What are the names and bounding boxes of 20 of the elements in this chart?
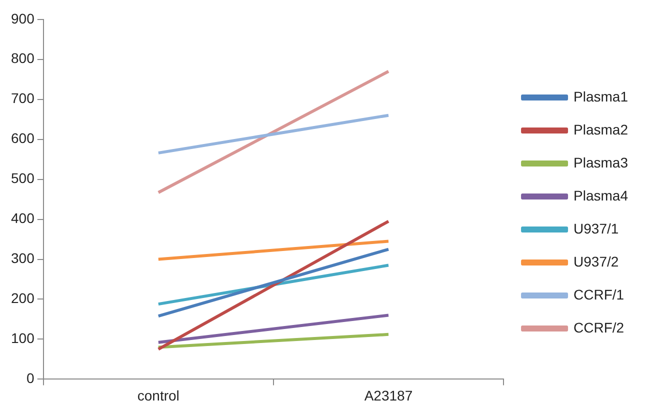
x-tick-label: A23187 xyxy=(364,387,413,404)
legend-label: Plasma3 xyxy=(574,154,628,170)
legend-label: Plasma2 xyxy=(574,121,628,138)
x-tick-label: control xyxy=(137,387,180,404)
y-tick-label: 800 xyxy=(11,50,35,66)
y-tick-label: 300 xyxy=(11,250,35,266)
y-tick-label: 700 xyxy=(11,90,35,106)
legend-label: Plasma4 xyxy=(574,187,628,204)
y-tick-label: 100 xyxy=(11,330,35,346)
legend-label: U937/2 xyxy=(574,253,619,270)
legend-label: CCRF/2 xyxy=(574,319,624,336)
y-tick-label: 900 xyxy=(11,10,35,26)
y-tick-label: 0 xyxy=(26,370,35,386)
legend-label: U937/1 xyxy=(574,220,619,236)
legend-label: CCRF/1 xyxy=(574,286,624,302)
y-tick-label: 600 xyxy=(11,130,35,146)
y-tick-label: 200 xyxy=(11,290,35,306)
legend-label: Plasma1 xyxy=(574,88,628,104)
y-tick-label: 400 xyxy=(11,210,35,226)
y-tick-label: 500 xyxy=(11,170,35,186)
